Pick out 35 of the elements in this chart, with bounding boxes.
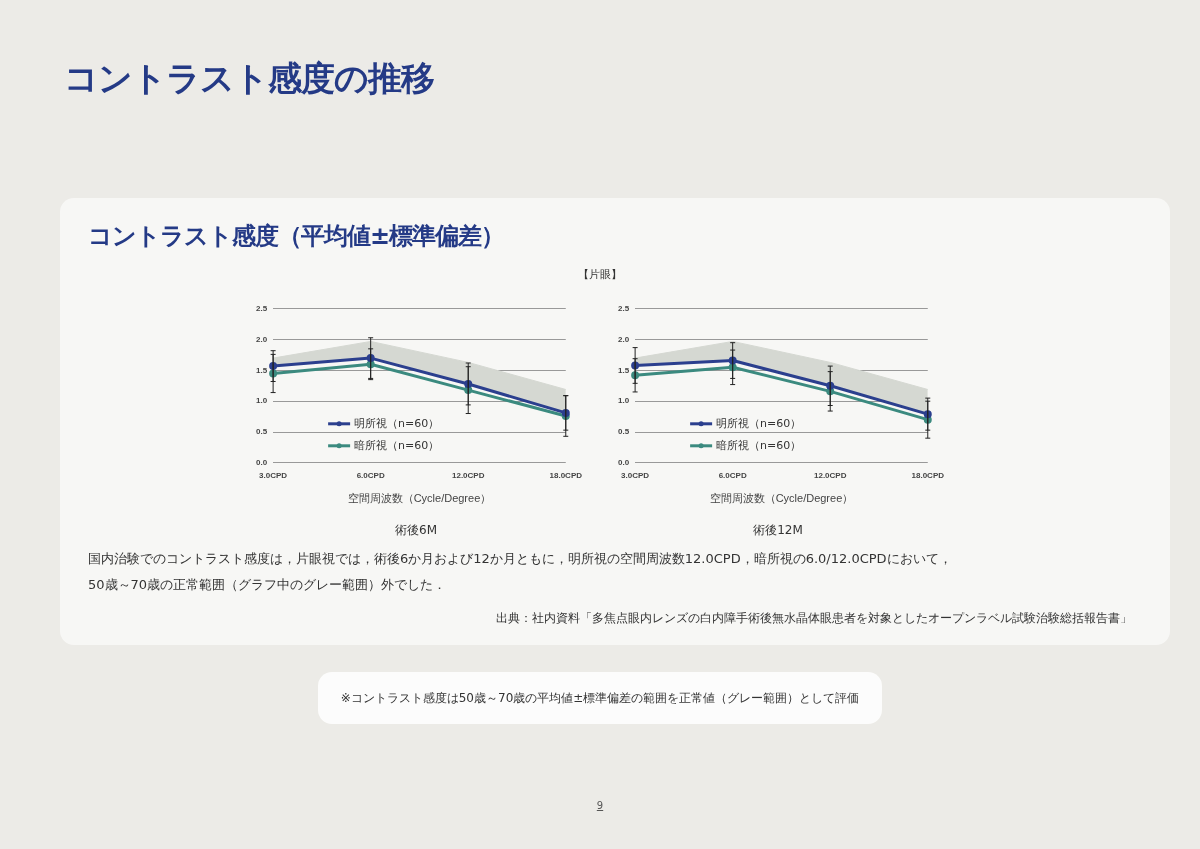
text: 国内治験でのコントラスト感度は，片眼視では，術後6か月および12か月ともに，明所視の空間周波数12.0CPD，暗所視の6.0/12.0CPDにおいて， 50歳～70歳の正常範囲（グラフ中のグレー範囲）外でした． — [88, 550, 952, 594]
y-tick-label: 2.5 — [256, 304, 268, 313]
y-tick-label: 0.5 — [256, 427, 268, 437]
y-tick-label: 0.5 — [618, 427, 630, 437]
text: 【片眼】 — [577, 267, 623, 282]
text: 2.0 — [618, 334, 630, 344]
y-tick-label: 1.5 — [256, 365, 268, 375]
text: 9 — [595, 800, 605, 811]
text: 術後12M — [753, 522, 803, 537]
x-tick-label: 6.0CPD — [718, 470, 747, 480]
text: コントラスト感度の推移 — [64, 57, 434, 100]
x-tick-label: 18.0CPD — [549, 470, 583, 480]
x-tick-label: 18.0CPD — [911, 470, 945, 480]
source-note: 出典：社内資料「多焦点眼内レンズの白内障手術後無水晶体眼患者を対象としたオープンラベル試験治験総括報告書」 — [495, 610, 1132, 627]
x-tick-label: 3.0CPD — [259, 470, 288, 480]
legend-label: 明所視（n=60） — [354, 416, 440, 430]
text: 術後6M — [395, 522, 437, 537]
text: コントラスト感度（平均値±標準偏差） — [88, 221, 505, 252]
y-tick-label: 2.5 — [618, 304, 630, 313]
text: 1.0 — [618, 396, 630, 406]
legend-label: 暗所視（n=60） — [716, 438, 802, 452]
text: 1.0 — [256, 396, 268, 406]
x-tick-label: 6.0CPD — [356, 470, 385, 480]
x-axis-title: 空間周波数（Cycle/Degree） — [709, 492, 854, 505]
legend-label: 明所視（n=60） — [716, 416, 802, 430]
text: 2.0 — [256, 334, 268, 344]
x-tick-label: 3.0CPD — [621, 470, 650, 480]
x-axis-title: 空間周波数（Cycle/Degree） — [347, 492, 492, 505]
x-tick-label: 12.0CPD — [451, 470, 485, 480]
text: 0.0 — [256, 458, 268, 467]
x-tick-label: 12.0CPD — [813, 470, 847, 480]
y-tick-label: 1.5 — [618, 365, 630, 375]
text: 0.0 — [618, 458, 630, 467]
legend-label: 暗所視（n=60） — [354, 438, 440, 452]
text: ※コントラスト感度は50歳～70歳の平均値±標準偏差の範囲を正常値（グレー範囲）として評価 — [318, 672, 882, 724]
